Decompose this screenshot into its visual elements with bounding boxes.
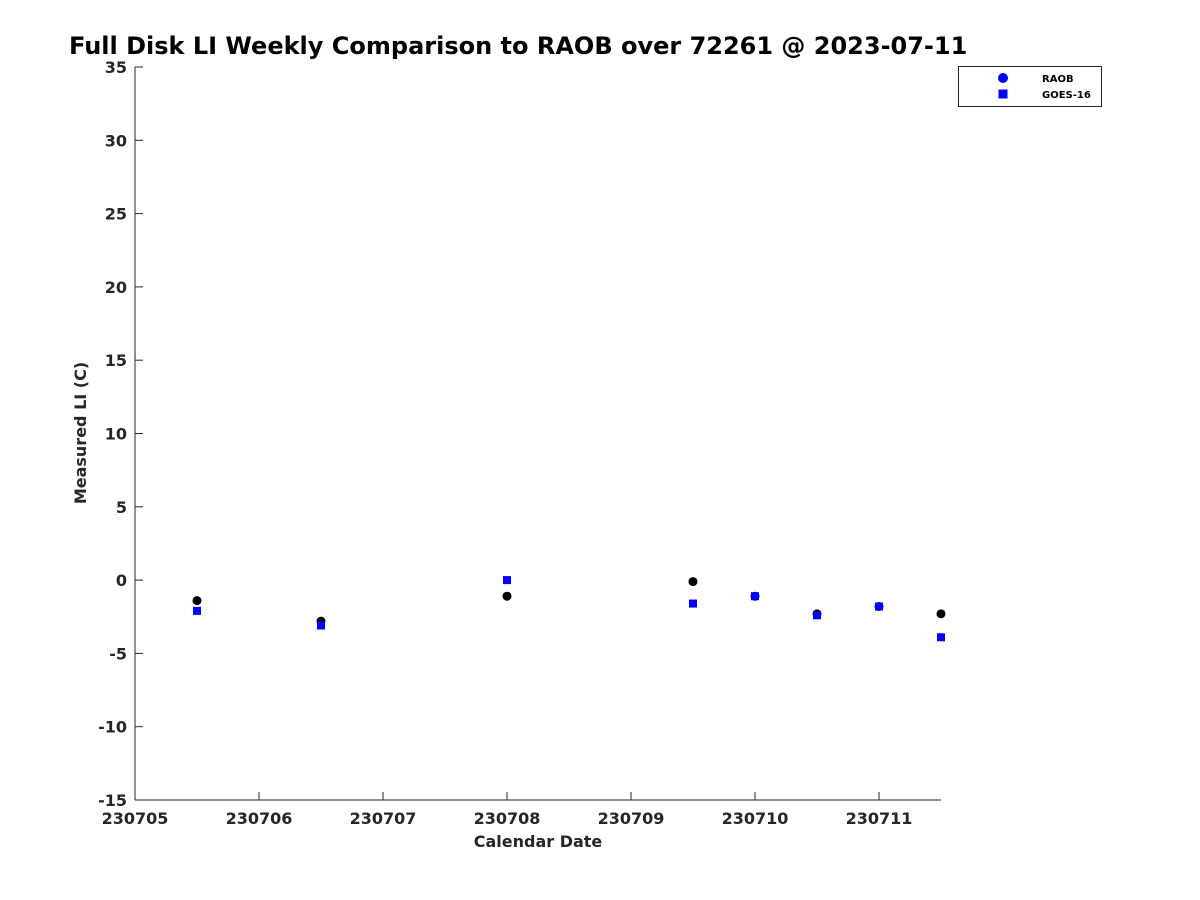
raob-point	[192, 596, 202, 606]
x-tick-label: 230707	[350, 809, 417, 828]
chart-title: Full Disk LI Weekly Comparison to RAOB o…	[69, 32, 967, 60]
goes-16-point	[193, 606, 201, 615]
axes	[134, 67, 941, 801]
y-tick-label: -5	[109, 644, 127, 663]
y-tick-label: 10	[105, 425, 127, 444]
legend-goes-marker	[998, 89, 1008, 99]
y-tick-label: 20	[105, 278, 127, 297]
data-points	[192, 576, 946, 642]
y-axis-label: Measured LI (C)	[71, 362, 90, 504]
legend: RAOB GOES-16	[958, 66, 1102, 107]
x-tick-label: 230708	[474, 809, 541, 828]
y-tick-label: 30	[105, 131, 127, 150]
y-tick-label: 0	[116, 571, 127, 590]
goes-16-point	[503, 576, 511, 585]
raob-point	[688, 577, 698, 587]
x-axis-label: Calendar Date	[474, 832, 603, 851]
y-axis-ticks: -15 -10 -5 0 5 10 15 20 25 30 35	[98, 58, 143, 810]
y-tick-label: 15	[105, 351, 127, 370]
y-tick-label: 25	[105, 205, 127, 224]
x-tick-label: 230709	[598, 809, 665, 828]
raob-point	[936, 609, 946, 619]
raob-point	[502, 591, 512, 601]
goes-16-point	[689, 599, 697, 608]
y-tick-label: 35	[105, 58, 127, 77]
legend-raob-marker	[998, 73, 1008, 83]
goes-16-point	[317, 621, 325, 630]
legend-raob-label: RAOB	[1042, 74, 1074, 85]
goes-16-point	[875, 602, 883, 611]
x-tick-label: 230711	[846, 809, 913, 828]
goes-16-point	[813, 611, 821, 620]
goes-16-point	[751, 592, 759, 601]
y-tick-label: -10	[98, 718, 127, 737]
x-tick-label: 230706	[226, 809, 293, 828]
y-tick-label: -15	[98, 791, 127, 810]
goes-16-point	[937, 633, 945, 642]
x-tick-label: 230710	[722, 809, 789, 828]
legend-goes-label: GOES-16	[1042, 90, 1091, 101]
y-tick-label: 5	[116, 498, 127, 517]
x-tick-label: 230705	[102, 809, 169, 828]
legend-box	[958, 66, 1102, 107]
x-axis-ticks: 230705 230706 230707 230708 230709 230710 2307…	[102, 792, 913, 828]
